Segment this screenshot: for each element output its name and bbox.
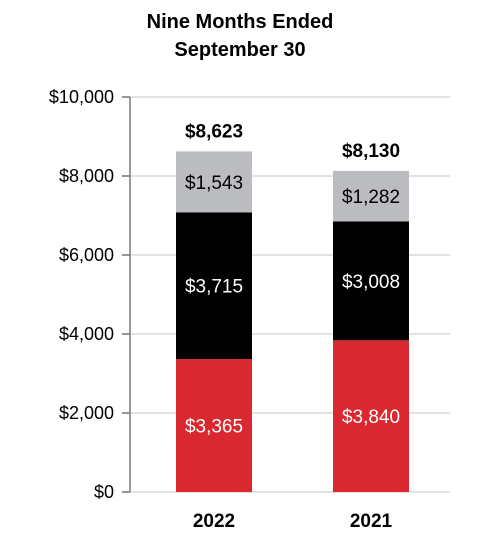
bar-segment <box>333 340 409 492</box>
segment-value-label: $3,715 <box>185 277 243 298</box>
bar-segment <box>176 359 252 492</box>
bar-segment <box>176 212 252 360</box>
segment-value-label: $3,840 <box>342 407 400 428</box>
y-tick-label: $6,000 <box>59 245 114 265</box>
y-tick-label: $4,000 <box>59 324 114 344</box>
y-tick-label: $8,000 <box>59 166 114 186</box>
segment-value-label: $3,365 <box>185 417 243 438</box>
y-tick-label: $0 <box>94 482 114 502</box>
chart-title-line-2: September 30 <box>174 39 305 61</box>
bar-total-label: $8,623 <box>185 121 243 142</box>
labels: $3,365 $3,715 $1,543 $8,623 2022 $3,840 $3,008… <box>185 121 400 532</box>
x-category-label: 2021 <box>350 511 393 532</box>
y-axis: $0 $2,000 $4,000 $6,000 $8,000 $10,000 <box>49 87 131 502</box>
bar-segment <box>333 221 409 341</box>
segment-value-label: $1,543 <box>185 173 243 194</box>
bars <box>176 151 409 492</box>
bar-segment <box>333 170 409 222</box>
x-category-label: 2022 <box>193 511 235 532</box>
bar-total-label: $8,130 <box>342 141 400 162</box>
bar-segment <box>176 151 252 213</box>
chart-title-line-1: Nine Months Ended <box>147 11 334 33</box>
segment-value-label: $1,282 <box>342 187 400 208</box>
y-tick-label: $10,000 <box>49 87 114 107</box>
segment-value-label: $3,008 <box>342 272 400 293</box>
y-tick-label: $2,000 <box>59 403 114 423</box>
